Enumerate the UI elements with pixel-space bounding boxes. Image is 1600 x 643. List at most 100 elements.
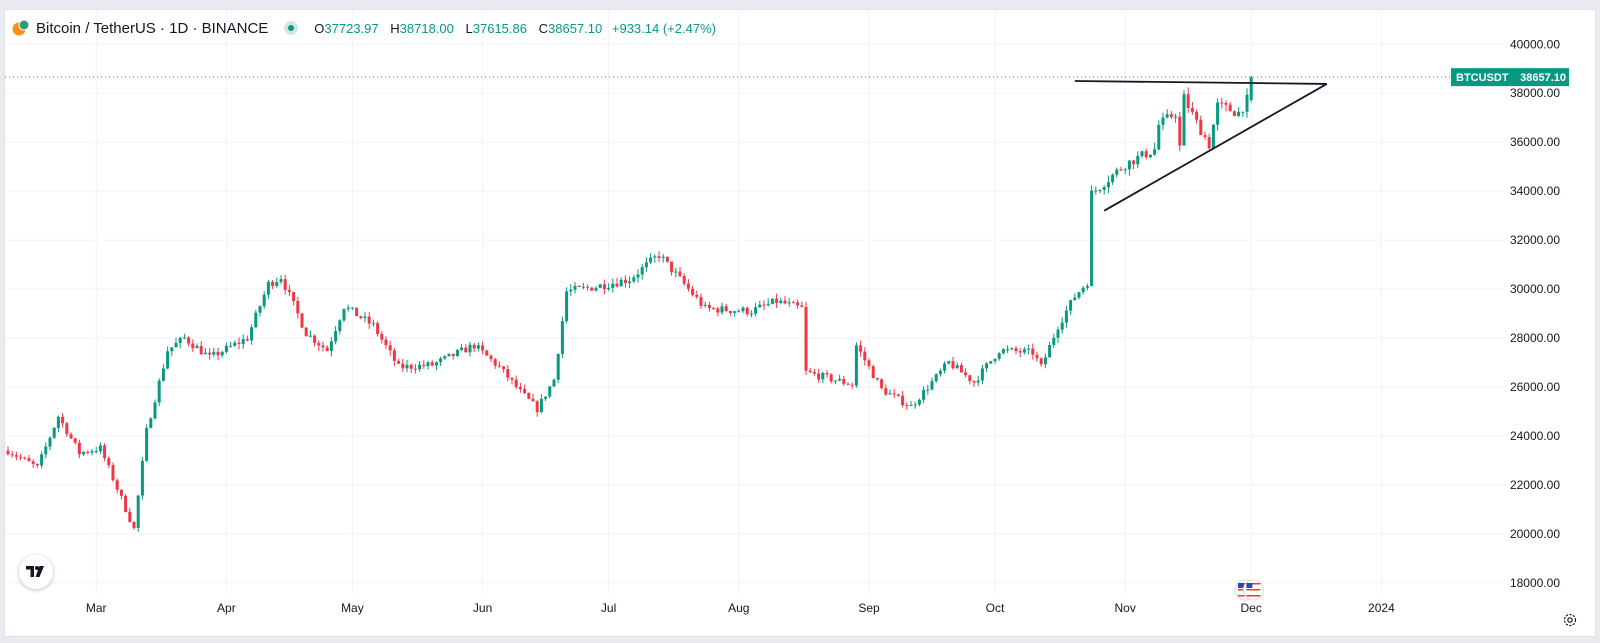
candle-body <box>98 445 102 452</box>
candle-body <box>859 345 863 352</box>
candle-body <box>48 437 52 447</box>
candle-body <box>808 370 812 372</box>
candle-body <box>825 373 829 375</box>
candle-body <box>237 342 241 344</box>
flag-stripe <box>1246 595 1261 597</box>
candle-body <box>6 450 10 455</box>
y-tick-label: 34000.00 <box>1510 184 1560 198</box>
candle-body <box>674 271 678 273</box>
chart-header: Bitcoin / TetherUS · 1D · BINANCE O37723… <box>12 17 716 39</box>
candle-body <box>829 374 833 382</box>
x-tick-label: Oct <box>986 601 1005 615</box>
y-tick-label: 40000.00 <box>1510 37 1560 51</box>
candle-body <box>716 308 720 313</box>
settings-gear-icon[interactable] <box>1562 612 1578 628</box>
candle-body <box>560 321 564 354</box>
candle-body <box>1169 114 1173 118</box>
candle-body <box>1039 358 1043 365</box>
candle-body <box>174 342 178 348</box>
candle-body <box>842 378 846 384</box>
candle-body <box>422 364 426 366</box>
market-status-dot[interactable] <box>284 21 299 35</box>
candle-body <box>867 360 871 367</box>
candle-body <box>796 302 800 306</box>
candle-body <box>1140 151 1144 157</box>
candle-body <box>1136 156 1140 165</box>
candle-body <box>434 362 438 366</box>
tradingview-logo[interactable] <box>19 555 53 589</box>
candle-body <box>1207 137 1211 149</box>
candle-body <box>40 454 44 466</box>
candle-body <box>737 311 741 313</box>
candle-body <box>14 455 18 457</box>
candle-body <box>380 333 384 340</box>
candle-body <box>132 521 136 528</box>
candle-body <box>266 281 270 295</box>
candle-body <box>791 302 795 304</box>
candle-body <box>628 281 632 284</box>
candle-body <box>86 451 90 453</box>
candle-body <box>754 307 758 314</box>
candle-body <box>514 379 518 387</box>
price-label-symbol: BTCUSDT <box>1456 72 1509 84</box>
candle-body <box>1064 310 1068 323</box>
candle-body <box>161 368 165 381</box>
candle-body <box>31 461 35 464</box>
candle-body <box>115 480 119 490</box>
candle-body <box>1098 189 1102 191</box>
candle-body <box>1203 135 1207 138</box>
candle-body <box>1090 190 1094 287</box>
candle-body <box>699 297 703 306</box>
candle-body <box>691 288 695 295</box>
candle-body <box>182 337 186 339</box>
candle-body <box>1228 104 1232 112</box>
candle-body <box>1190 107 1194 112</box>
candle-body <box>52 427 56 438</box>
candle-body <box>476 345 480 349</box>
candle-body <box>1216 102 1220 125</box>
candle-body <box>460 347 464 350</box>
candle-body <box>342 309 346 321</box>
candle-body <box>1073 297 1077 301</box>
candle-body <box>455 349 459 356</box>
candle-body <box>909 404 913 406</box>
candle-body <box>275 281 279 286</box>
candle-body <box>523 389 527 394</box>
candle-body <box>468 344 472 353</box>
candle-body <box>1148 154 1152 158</box>
symbol-title[interactable]: Bitcoin / TetherUS · 1D · BINANCE <box>36 19 269 37</box>
candle-body <box>653 256 657 258</box>
candle-body <box>569 289 573 292</box>
candle-body <box>712 307 716 309</box>
candle-body <box>783 300 787 304</box>
candle-body <box>623 279 627 284</box>
candle-body <box>989 361 993 364</box>
y-tick-label: 32000.00 <box>1510 233 1560 247</box>
candle-body <box>439 358 443 363</box>
low-value: 37615.86 <box>472 20 527 36</box>
candle-body <box>1237 111 1241 116</box>
candle-body <box>220 351 224 356</box>
candle-body <box>472 344 476 349</box>
price-label-value: 38657.10 <box>1520 72 1566 84</box>
candle-body <box>1077 292 1081 298</box>
candle-body <box>938 370 942 375</box>
candle-body <box>644 262 648 268</box>
candle-body <box>854 345 858 386</box>
candle-body <box>586 286 590 288</box>
candle-body <box>170 347 174 352</box>
candle-body <box>1056 329 1060 338</box>
candle-body <box>1157 124 1161 150</box>
flag-stripe <box>1246 586 1261 588</box>
candle-body <box>1043 357 1047 365</box>
candle-body <box>733 311 737 313</box>
candle-body <box>548 386 552 397</box>
candle-body <box>107 458 111 466</box>
us-flag-event-icon[interactable] <box>1242 579 1264 601</box>
y-tick-label: 36000.00 <box>1510 135 1560 149</box>
candle-body <box>1186 94 1190 108</box>
flag-canton <box>1246 583 1253 588</box>
high-label: H <box>390 20 400 36</box>
candle-body <box>506 369 510 378</box>
